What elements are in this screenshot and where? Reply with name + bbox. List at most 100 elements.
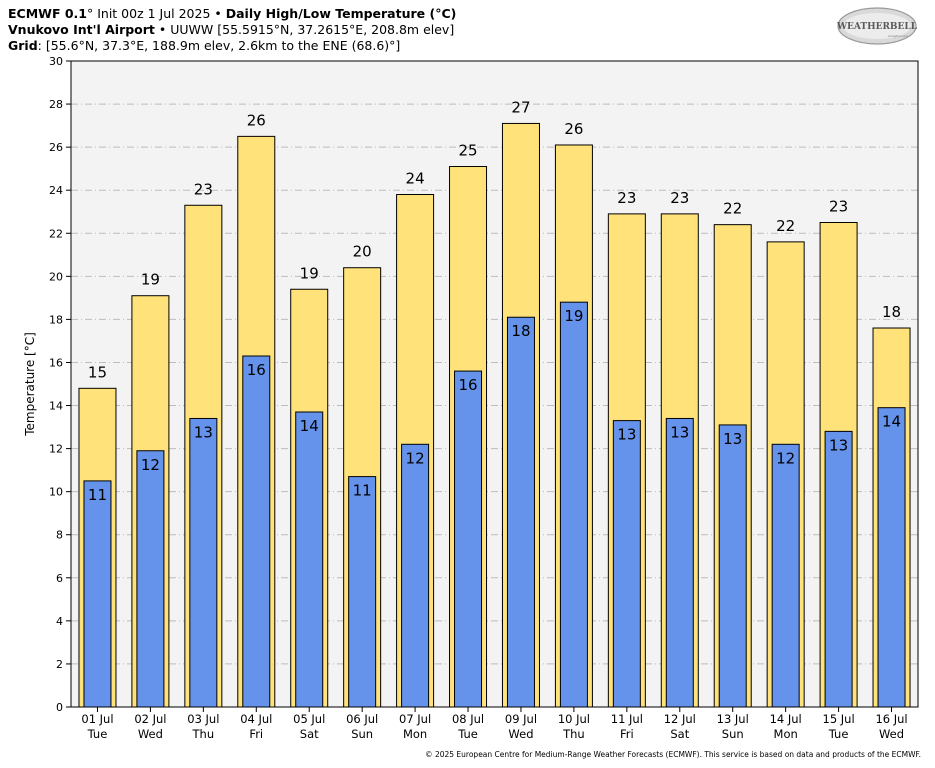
low-value-label: 19: [564, 307, 583, 325]
x-date-label: 02 Jul: [134, 712, 166, 726]
x-weekday-label: Thu: [562, 727, 585, 741]
y-tick-label: 14: [49, 400, 63, 413]
separator: •: [210, 6, 226, 21]
init-time: Init 00z 1 Jul 2025: [93, 6, 211, 21]
high-value-label: 19: [141, 271, 160, 289]
x-date-label: 14 Jul: [770, 712, 802, 726]
x-weekday-label: Sat: [300, 727, 319, 741]
low-value-label: 12: [141, 456, 160, 474]
x-date-label: 10 Jul: [558, 712, 590, 726]
grid-detail: : [55.6°N, 37.3°E, 188.9m elev, 2.6km to…: [37, 38, 401, 53]
y-tick-label: 10: [49, 486, 63, 499]
high-value-label: 23: [829, 198, 848, 216]
high-value-label: 23: [617, 189, 636, 207]
model-name: ECMWF 0.1: [8, 6, 87, 21]
high-value-label: 24: [406, 170, 425, 188]
y-tick-label: 6: [56, 572, 63, 585]
low-bar: [612, 420, 641, 708]
high-value-label: 22: [776, 217, 795, 235]
high-value-label: 26: [247, 111, 266, 129]
low-bar: [295, 411, 324, 708]
y-tick-label: 20: [49, 270, 63, 283]
low-value-label: 18: [511, 322, 530, 340]
low-bar: [136, 450, 165, 708]
x-date-label: 01 Jul: [81, 712, 113, 726]
low-bar: [824, 430, 853, 708]
high-value-label: 15: [88, 363, 107, 381]
y-tick-label: 30: [49, 55, 63, 68]
x-date-label: 09 Jul: [505, 712, 537, 726]
low-bar: [771, 443, 800, 708]
low-bar: [665, 417, 694, 708]
low-value-label: 11: [353, 482, 372, 500]
high-value-label: 27: [511, 98, 530, 116]
y-tick-label: 24: [49, 184, 63, 197]
low-bar: [401, 443, 430, 708]
x-weekday-label: Sun: [351, 727, 373, 741]
weatherbell-logo: WEATHERBELL Analytics LLC: [836, 7, 918, 45]
y-tick-label: 16: [49, 356, 63, 369]
y-tick-label: 28: [49, 98, 63, 111]
high-value-label: 19: [300, 264, 319, 282]
header-line-grid: Grid: [55.6°N, 37.3°E, 188.9m elev, 2.6k…: [8, 38, 400, 54]
low-bar: [83, 480, 112, 708]
x-weekday-label: Wed: [879, 727, 904, 741]
x-date-label: 16 Jul: [875, 712, 907, 726]
x-date-label: 03 Jul: [187, 712, 219, 726]
y-tick-label: 0: [56, 701, 63, 714]
product-name: Daily High/Low Temperature (°C): [225, 6, 457, 21]
bars: 15 11 19 12 23 13 26 16 19 14 20 11 24 12 25 16 27 18 26 19…: [78, 98, 911, 708]
x-date-label: 08 Jul: [452, 712, 484, 726]
high-value-label: 25: [458, 142, 477, 160]
high-value-label: 23: [194, 180, 213, 198]
x-date-label: 12 Jul: [664, 712, 696, 726]
high-value-label: 18: [882, 303, 901, 321]
x-weekday-label: Fri: [249, 727, 263, 741]
y-axis-label: Temperature [°C]: [23, 332, 37, 437]
low-bar: [348, 476, 377, 708]
copyright-footer: © 2025 European Centre for Medium-Range …: [425, 750, 921, 759]
low-bar: [454, 370, 483, 708]
low-bar: [189, 417, 218, 708]
low-bar: [877, 407, 906, 708]
logo-subtext: Analytics LLC: [888, 34, 908, 38]
low-bar: [506, 316, 535, 708]
station-detail: UUWW [55.5915°N, 37.2615°E, 208.8m elev]: [170, 22, 455, 37]
y-tick-label: 2: [56, 658, 63, 671]
low-bar: [718, 424, 747, 708]
plot-frame: [70, 60, 919, 708]
x-weekday-label: Sun: [722, 727, 744, 741]
x-date-label: 06 Jul: [346, 712, 378, 726]
logo-text: WEATHERBELL: [836, 22, 918, 32]
low-value-label: 13: [617, 426, 636, 444]
station-name: Vnukovo Int'l Airport: [8, 22, 155, 37]
low-bar: [559, 301, 588, 708]
low-value-label: 12: [776, 449, 795, 467]
low-value-label: 16: [247, 361, 266, 379]
high-value-label: 20: [353, 243, 372, 261]
high-value-label: 22: [723, 200, 742, 218]
low-value-label: 14: [300, 417, 319, 435]
separator: •: [154, 22, 171, 37]
header-line-model: ECMWF 0.1° Init 00z 1 Jul 2025 • Daily H…: [8, 6, 456, 22]
x-weekday-label: Thu: [192, 727, 215, 741]
y-tick-label: 18: [49, 313, 63, 326]
header-line-station: Vnukovo Int'l Airport • UUWW [55.5915°N,…: [8, 22, 454, 38]
y-tick-label: 4: [56, 615, 63, 628]
x-weekday-label: Tue: [457, 727, 478, 741]
x-weekday-label: Sat: [670, 727, 689, 741]
x-weekday-label: Wed: [508, 727, 533, 741]
low-value-label: 16: [458, 376, 477, 394]
x-weekday-label: Tue: [87, 727, 108, 741]
x-date-label: 05 Jul: [293, 712, 325, 726]
x-date-label: 04 Jul: [240, 712, 272, 726]
x-date-label: 15 Jul: [823, 712, 855, 726]
low-value-label: 11: [88, 486, 107, 504]
grid-label: Grid: [8, 38, 38, 53]
low-value-label: 13: [670, 423, 689, 441]
x-date-label: 11 Jul: [611, 712, 643, 726]
x-weekday-label: Tue: [828, 727, 849, 741]
low-value-label: 13: [723, 430, 742, 448]
